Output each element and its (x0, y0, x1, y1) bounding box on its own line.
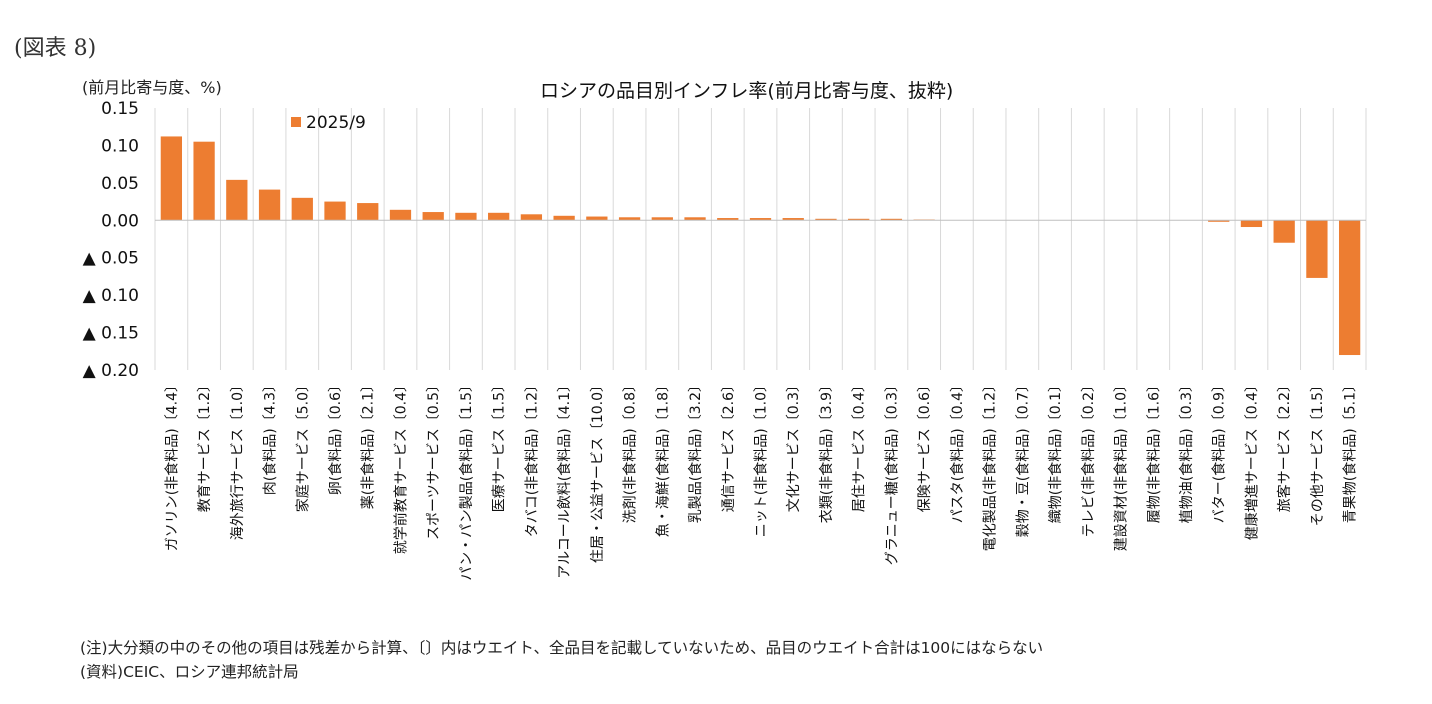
x-tick-label: 青果物(食料品)〔5.1〕 (1342, 378, 1359, 523)
x-tick-label: 居住サービス〔0.4〕 (852, 378, 868, 512)
bar (291, 197, 313, 221)
x-tick-label: 住居・公益サービス〔10.0〕 (590, 378, 606, 563)
bar (1273, 220, 1295, 243)
x-tick-label: 織物(非食料品)〔0.1〕 (1047, 378, 1064, 523)
x-tick-labels: ガソリン(非食料品)〔4.4〕 教育サービス〔1.2〕 海外旅行サービス〔1.0〕肉… (163, 378, 1358, 581)
x-tick-label: タバコ(非食料品)〔1.2〕 (523, 378, 540, 537)
x-tick-label: 乳製品(食料品)〔3.2〕 (687, 378, 704, 523)
figure-label: (図表 8) (14, 36, 97, 61)
x-tick-label: パン・パン製品(食料品)〔1.5〕 (458, 378, 475, 581)
x-tick-label: 家庭サービス〔5.0〕 (294, 378, 311, 512)
x-tick-label: 保険サービス〔0.6〕 (917, 378, 933, 512)
bar (1208, 220, 1230, 222)
footnote: (注)大分類の中のその他の項目は残差から計算、〔〕内はウエイト、全品目を記載して… (80, 639, 1044, 657)
x-tick-label: 植物油(食料品)〔0.3〕 (1178, 378, 1195, 523)
x-tick-label: 肉(食料品)〔4.3〕 (262, 378, 279, 495)
x-tick-label: 洗剤(非食料品)〔0.8〕 (622, 378, 639, 523)
x-tick-label: 履物(非食料品)〔1.6〕 (1145, 378, 1162, 523)
x-tick-label: 穀物・豆(食料品)〔0.7〕 (1014, 378, 1031, 537)
bar (1306, 220, 1328, 278)
y-tick-label: 0.10 (101, 136, 139, 156)
y-tick-label: ▲ 0.10 (83, 286, 139, 306)
x-tick-label: テレビ(非食料品)〔0.2〕 (1080, 378, 1097, 537)
bars (160, 136, 1361, 356)
grid-lines (154, 108, 1367, 370)
x-tick-label: 建設資材(非食料品)〔1.0〕 (1113, 378, 1130, 551)
bar (258, 189, 281, 221)
bar (848, 218, 870, 221)
y-axis-unit-label: (前月比寄与度、%) (82, 78, 222, 97)
x-tick-label: 健康増進サービス〔0.4〕 (1243, 378, 1260, 540)
legend-swatch-2025-9 (291, 117, 301, 127)
y-tick-label: 0.05 (101, 174, 139, 194)
bar (782, 218, 804, 221)
x-tick-label: 就学前教育サービス〔0.4〕 (392, 378, 409, 554)
bar (520, 214, 543, 221)
bar (455, 212, 477, 221)
bar (324, 201, 346, 221)
x-tick-label: 卵(食料品)〔0.6〕 (327, 378, 344, 495)
bar (618, 217, 641, 221)
bar (717, 218, 739, 221)
x-tick-label: 文化サービス〔0.3〕 (786, 378, 802, 512)
y-tick-label: 0.00 (101, 211, 139, 231)
bar (1338, 220, 1361, 356)
x-tick-label: その他サービス〔1.5〕 (1310, 378, 1326, 526)
bar (586, 216, 608, 221)
x-tick-label: パスタ(食料品)〔0.4〕 (949, 378, 966, 523)
bar (226, 179, 248, 221)
bar (880, 218, 903, 221)
bar (553, 215, 575, 221)
x-tick-label: 薬(非食料品)〔2.1〕 (360, 378, 377, 509)
x-tick-label: 医療サービス〔1.5〕 (491, 378, 508, 512)
x-tick-label: 魚・海鮮(食料品)〔1.8〕 (654, 378, 671, 537)
x-tick-label: 衣類(非食料品)〔3.9〕 (818, 378, 835, 523)
chart-title: ロシアの品目別インフレ率(前月比寄与度、抜粋) (540, 80, 954, 102)
source-note: (資料)CEIC、ロシア連邦統計局 (80, 663, 299, 681)
y-tick-labels: 0.15 0.10 0.05 0.00 ▲ 0.05 ▲ 0.10 ▲ 0.15 ▲ 0.20 (83, 99, 139, 381)
x-tick-label: 旅客サービス〔2.2〕 (1276, 378, 1293, 512)
bar (749, 218, 772, 221)
x-tick-label: 海外旅行サービス〔1.0〕 (230, 378, 246, 540)
bar (357, 203, 379, 221)
legend: 2025/9 (291, 113, 366, 133)
x-tick-label: 通信サービス〔2.6〕 (721, 378, 737, 512)
bar (815, 218, 837, 221)
x-tick-label: アルコール飲料(食料品)〔4.1〕 (556, 378, 573, 579)
bar (684, 217, 706, 221)
bar (389, 209, 412, 221)
bar (651, 217, 673, 221)
x-tick-label: バター(食料品)〔0.9〕 (1211, 378, 1228, 523)
x-tick-label: ガソリン(非食料品)〔4.4〕 (163, 378, 180, 551)
y-tick-label: ▲ 0.05 (83, 249, 139, 269)
bar (193, 141, 215, 221)
x-tick-label: 電化製品(非食料品)〔1.2〕 (982, 378, 999, 551)
y-tick-label: ▲ 0.15 (83, 324, 139, 344)
bar (1240, 220, 1263, 228)
bar (488, 212, 510, 221)
legend-label: 2025/9 (306, 113, 366, 133)
x-tick-label: 教育サービス〔1.2〕 (197, 378, 213, 512)
y-tick-label: 0.15 (101, 99, 139, 119)
bar (422, 212, 444, 221)
x-tick-label: ニット(非食料品)〔1.0〕 (753, 378, 770, 537)
bar (160, 136, 183, 221)
x-tick-label: グラニュー糖(食料品)〔0.3〕 (883, 378, 900, 565)
x-tick-label: スポーツサービス〔0.5〕 (426, 378, 442, 540)
y-tick-label: ▲ 0.20 (83, 361, 139, 381)
